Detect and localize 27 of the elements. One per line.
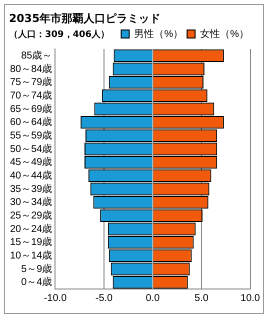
y-tick-label: 50～54歳 bbox=[10, 142, 52, 155]
y-tick-label: 40～44歳 bbox=[10, 169, 52, 182]
y-tick-label: 0～4歳 bbox=[21, 276, 52, 288]
y-tick-label: 70～74歳 bbox=[10, 89, 52, 102]
y-tick-label: 10～14歳 bbox=[10, 249, 52, 262]
y-tick-label: 35～39歳 bbox=[10, 182, 52, 195]
chart-title: 2035年市那覇人口ピラミッド bbox=[9, 11, 161, 26]
y-tick-label: 55～59歳 bbox=[10, 129, 52, 142]
legend-label: 男性（%） bbox=[134, 28, 184, 40]
y-tick-label: 85歳～ bbox=[21, 49, 52, 62]
x-tick-label: -5.0 bbox=[95, 292, 114, 304]
y-tick-label: 20～24歳 bbox=[10, 222, 52, 235]
y-tick-label: 60～64歳 bbox=[10, 116, 52, 128]
y-tick-label: 30～34歳 bbox=[10, 196, 52, 208]
x-tick-label: 0.0 bbox=[146, 292, 160, 304]
chart-subtitle: （人口：309，406人） bbox=[9, 28, 110, 41]
y-tick-label: 15～19歳 bbox=[10, 236, 52, 248]
y-tick-label: 75～79歳 bbox=[10, 76, 52, 88]
y-tick-label: 45～49歳 bbox=[10, 156, 52, 168]
y-tick-label: 65～69歳 bbox=[10, 102, 52, 115]
y-tick-label: 5～9歳 bbox=[21, 262, 52, 275]
x-tick-label: 10.0 bbox=[240, 292, 260, 304]
legend-label: 女性（%） bbox=[200, 28, 250, 40]
x-tick-label: 5.0 bbox=[194, 292, 209, 304]
x-tick-label: -10.0 bbox=[44, 292, 68, 304]
y-tick-label: 25～29歳 bbox=[10, 209, 52, 222]
y-tick-label: 80～84歳 bbox=[10, 62, 52, 75]
